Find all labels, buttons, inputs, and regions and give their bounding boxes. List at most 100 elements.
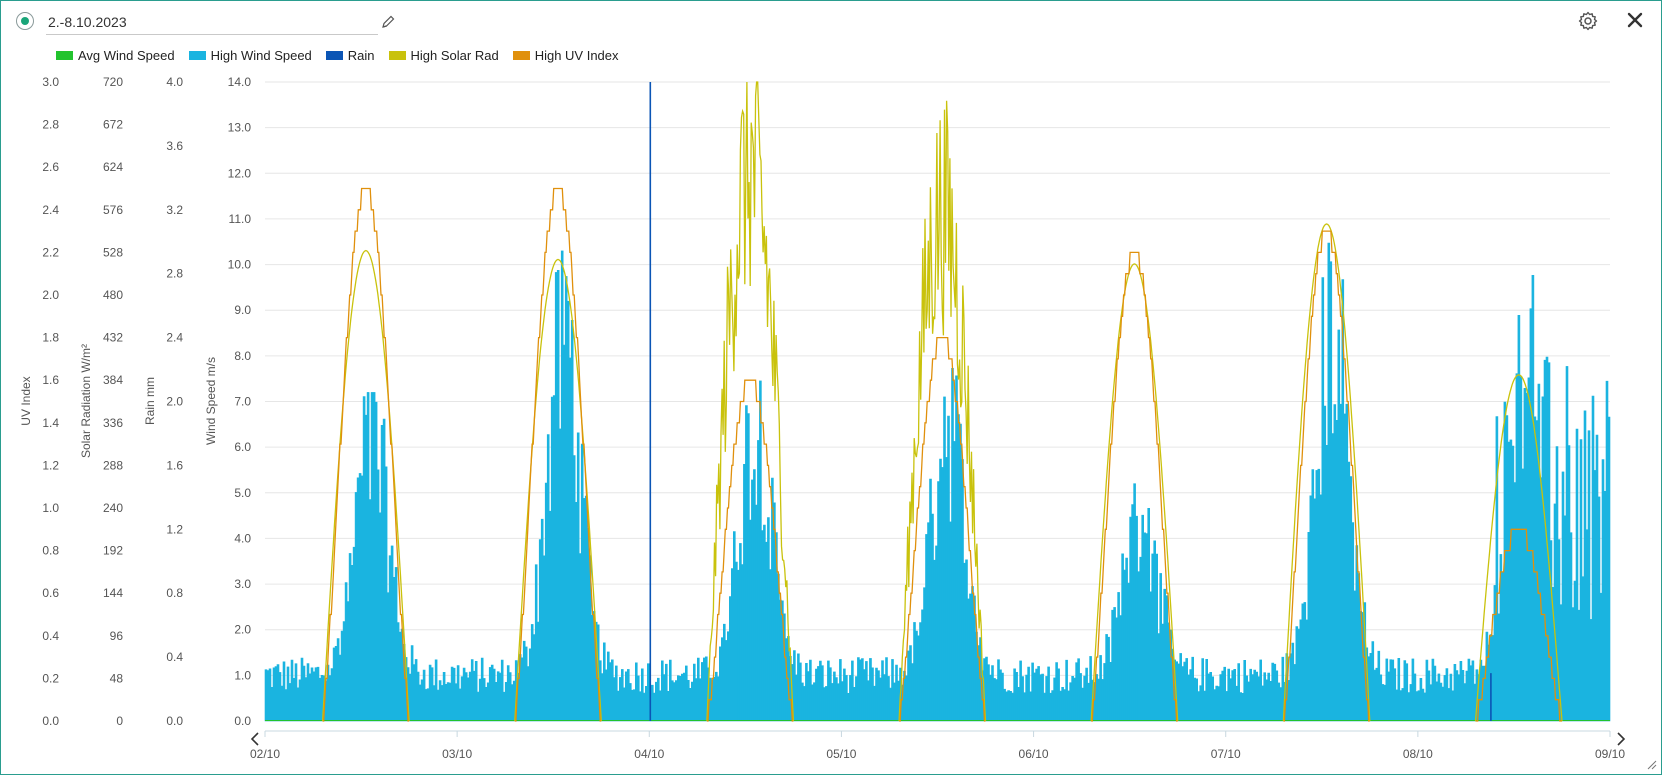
solar-axis-tick-label: 672 xyxy=(103,118,123,132)
legend-label: Avg Wind Speed xyxy=(78,47,175,63)
series xyxy=(264,81,1611,722)
wind-axis-tick-label: 2.0 xyxy=(234,623,251,637)
legend-swatch xyxy=(388,50,406,60)
rain-axis-title: Rain mm xyxy=(143,377,157,425)
legend-swatch xyxy=(188,50,206,60)
solar-axis-tick-label: 144 xyxy=(103,586,123,600)
legend-item-rain[interactable]: Rain xyxy=(325,47,375,63)
uv-axis-tick-label: 1.2 xyxy=(42,458,59,472)
status-indicator[interactable] xyxy=(16,12,34,30)
uv-axis-tick-label: 2.8 xyxy=(42,118,59,132)
gear-icon[interactable] xyxy=(1578,11,1598,31)
x-tick-label: 09/10 xyxy=(1595,747,1625,761)
legend-label: High Solar Rad xyxy=(410,47,499,63)
rain-axis-tick-label: 2.8 xyxy=(166,267,183,281)
x-tick-label: 03/10 xyxy=(442,747,472,761)
wind-axis-tick-label: 7.0 xyxy=(234,395,251,409)
header xyxy=(16,10,416,36)
axes: 3.0 2.8 2.6 2.4 2.2 2.0 1.8 1.6 1.4 1.2 1.0 0.8 0.6 0… xyxy=(19,75,1625,761)
wind-axis-title: Wind Speed m/s xyxy=(204,357,218,445)
x-tick-label: 02/10 xyxy=(250,747,280,761)
solar-axis-tick-label: 336 xyxy=(103,416,123,430)
solar-axis-tick-label: 384 xyxy=(103,373,123,387)
legend-swatch xyxy=(325,50,343,60)
x-tick-label: 04/10 xyxy=(634,747,664,761)
legend-label: High UV Index xyxy=(534,47,619,63)
uv-axis-tick-label: 0.2 xyxy=(42,671,59,685)
uv-axis-tick-label: 1.0 xyxy=(42,501,59,515)
wind-axis-tick-label: 14.0 xyxy=(228,75,252,89)
solar-axis-tick-label: 0 xyxy=(116,714,123,728)
legend-swatch xyxy=(512,50,530,60)
rain-axis-tick-label: 1.2 xyxy=(166,522,183,536)
rain-axis-tick-label: 4.0 xyxy=(166,75,183,89)
solar-axis-tick-label: 240 xyxy=(103,501,123,515)
legend-item-high-wind[interactable]: High Wind Speed xyxy=(188,47,312,63)
solar-axis-tick-label: 720 xyxy=(103,75,123,89)
solar-axis-title: Solar Radiation W/m² xyxy=(79,344,93,458)
rain-axis-tick-label: 0.0 xyxy=(166,714,183,728)
solar-axis-tick-label: 432 xyxy=(103,331,123,345)
uv-axis-tick-label: 0.6 xyxy=(42,586,59,600)
solar-axis-tick-label: 528 xyxy=(103,245,123,259)
date-range-input[interactable] xyxy=(46,10,378,35)
solar-axis-tick-label: 576 xyxy=(103,203,123,217)
rain-axis-tick-label: 1.6 xyxy=(166,458,183,472)
legend-label: Rain xyxy=(347,47,375,63)
rain-axis-tick-label: 3.6 xyxy=(166,139,183,153)
x-tick-label: 06/10 xyxy=(1019,747,1049,761)
rain-series xyxy=(649,82,1492,721)
scroll-right-icon xyxy=(1617,732,1626,746)
solar-axis-tick-label: 288 xyxy=(103,458,123,472)
uv-axis-tick-label: 0.4 xyxy=(42,629,59,643)
wind-axis-tick-label: 9.0 xyxy=(234,303,251,317)
solar-axis-tick-label: 624 xyxy=(103,160,123,174)
pencil-icon[interactable] xyxy=(379,13,397,31)
uv-axis-tick-label: 2.4 xyxy=(42,203,59,217)
rain-axis-tick-label: 0.4 xyxy=(166,650,183,664)
legend-label: High Wind Speed xyxy=(210,47,312,63)
x-tick-label: 07/10 xyxy=(1211,747,1241,761)
high-uv-index-series xyxy=(322,187,1562,722)
high-solar-rad-series xyxy=(321,81,1563,722)
wind-axis-tick-label: 0.0 xyxy=(234,714,251,728)
uv-axis-tick-label: 0.0 xyxy=(42,714,59,728)
solar-axis-tick-label: 48 xyxy=(110,671,124,685)
uv-axis-tick-label: 1.6 xyxy=(42,373,59,387)
rain-axis-tick-label: 3.2 xyxy=(166,203,183,217)
wind-axis-tick-label: 3.0 xyxy=(234,577,251,591)
solar-axis-tick-label: 192 xyxy=(103,544,123,558)
legend-item-solar[interactable]: High Solar Rad xyxy=(388,47,499,63)
rain-axis-tick-label: 0.8 xyxy=(166,586,183,600)
uv-axis-tick-label: 3.0 xyxy=(42,75,59,89)
rain-axis-tick-label: 2.4 xyxy=(166,331,183,345)
uv-axis-tick-label: 2.6 xyxy=(42,160,59,174)
x-tick-label: 05/10 xyxy=(826,747,856,761)
resize-handle-icon[interactable] xyxy=(1645,758,1657,770)
uv-axis-tick-label: 0.8 xyxy=(42,544,59,558)
legend-item-avg-wind[interactable]: Avg Wind Speed xyxy=(56,48,175,63)
legend-swatch xyxy=(56,50,73,60)
legend-item-uv[interactable]: High UV Index xyxy=(512,47,619,63)
uv-axis-title: UV Index xyxy=(19,376,33,425)
rain-axis-tick-label: 2.0 xyxy=(166,395,183,409)
wind-axis-tick-label: 6.0 xyxy=(234,440,251,454)
scroll-left-icon xyxy=(250,732,259,746)
wind-axis-tick-label: 4.0 xyxy=(234,531,251,545)
uv-axis-tick-label: 1.4 xyxy=(42,416,59,430)
x-tick-label: 08/10 xyxy=(1403,747,1433,761)
close-icon[interactable] xyxy=(1625,10,1645,30)
chart-legend: Avg Wind Speed High Wind Speed Rain High… xyxy=(56,46,633,64)
uv-axis-tick-label: 1.8 xyxy=(42,331,59,345)
wind-axis-tick-label: 12.0 xyxy=(228,166,252,180)
wind-axis-tick-label: 10.0 xyxy=(228,258,252,272)
navigation xyxy=(250,732,1626,746)
uv-axis-tick-label: 2.0 xyxy=(42,288,59,302)
wind-axis-tick-label: 5.0 xyxy=(234,486,251,500)
high-wind-speed-series xyxy=(264,242,1611,722)
wind-axis-tick-label: 8.0 xyxy=(234,349,251,363)
solar-axis-tick-label: 96 xyxy=(110,629,124,643)
uv-axis-tick-label: 2.2 xyxy=(42,245,59,259)
wind-axis-tick-label: 1.0 xyxy=(234,668,251,682)
